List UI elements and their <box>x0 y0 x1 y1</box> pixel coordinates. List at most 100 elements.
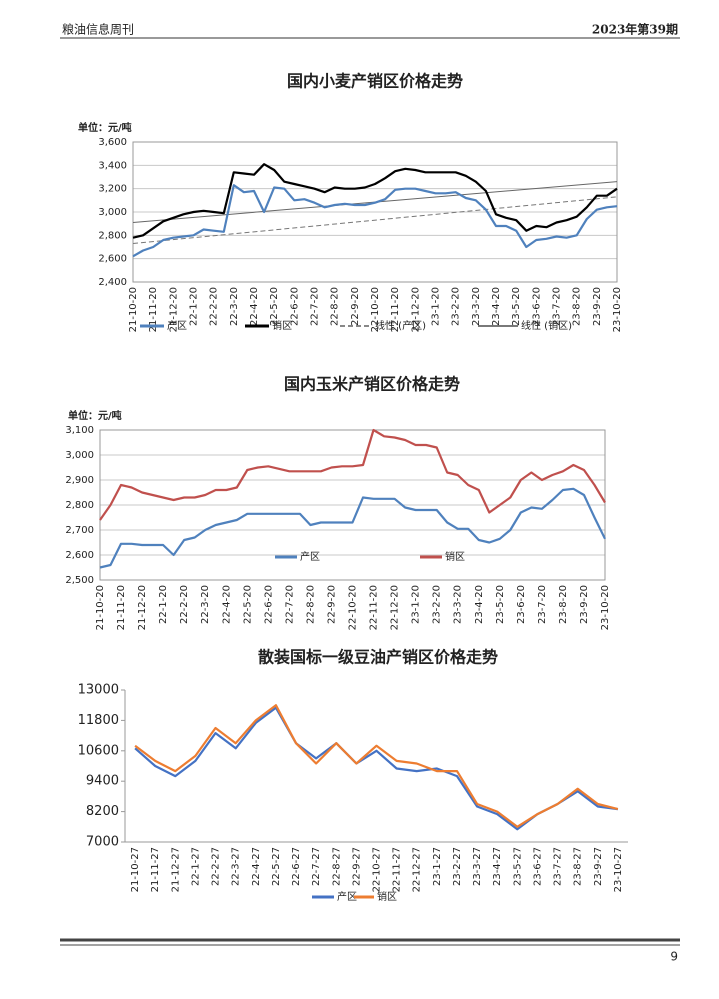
y-tick-label: 3,100 <box>65 425 94 436</box>
x-tick-label: 22-9-27 <box>351 847 362 886</box>
x-tick-label: 23-4-27 <box>492 847 503 886</box>
x-tick-label: 22-2-27 <box>211 847 222 886</box>
legend-label: 产区 <box>167 319 187 332</box>
x-tick-label: 22-3-27 <box>231 847 242 886</box>
y-tick-label: 10600 <box>78 743 119 758</box>
x-tick-label: 23-8-20 <box>572 287 583 326</box>
y-tick-label: 9400 <box>86 774 119 789</box>
x-tick-label: 21-10-20 <box>95 585 106 630</box>
y-tick-label: 8200 <box>86 804 119 819</box>
series-line <box>132 163 618 239</box>
x-tick-label: 22-11-20 <box>369 585 380 630</box>
x-tick-label: 22-8-20 <box>330 287 341 326</box>
x-tick-label: 23-7-20 <box>552 287 563 326</box>
series-line <box>132 184 618 258</box>
x-tick-label: 22-5-27 <box>271 847 282 886</box>
x-tick-label: 22-10-20 <box>370 287 381 332</box>
y-tick-label: 2,400 <box>98 277 127 288</box>
plot-border <box>132 141 618 283</box>
page-number: 9 <box>670 950 678 964</box>
y-tick-label: 13000 <box>78 683 119 698</box>
x-tick-label: 22-6-27 <box>291 847 302 886</box>
y-tick-label: 2,900 <box>65 475 94 486</box>
unit-label: 单位：元/吨 <box>68 409 122 422</box>
x-tick-label: 22-3-20 <box>229 287 240 326</box>
series-line <box>99 428 606 521</box>
x-tick-label: 22-1-20 <box>158 585 169 624</box>
y-tick-label: 3,200 <box>98 184 127 195</box>
x-tick-label: 23-3-20 <box>471 287 482 326</box>
x-tick-label: 23-1-20 <box>431 287 442 326</box>
x-tick-label: 21-11-27 <box>150 847 161 892</box>
x-tick-label: 23-7-27 <box>553 847 564 886</box>
x-tick-label: 22-7-20 <box>310 287 321 326</box>
x-tick-label: 23-7-20 <box>537 585 548 624</box>
x-tick-label: 23-1-20 <box>411 585 422 624</box>
y-tick-label: 3,400 <box>98 160 127 171</box>
series-line <box>134 704 619 828</box>
legend-label: 产区 <box>337 890 357 903</box>
y-tick-label: 2,500 <box>65 575 94 586</box>
y-tick-label: 7000 <box>86 835 119 850</box>
x-tick-label: 22-8-20 <box>305 585 316 624</box>
x-tick-label: 23-10-20 <box>612 287 623 332</box>
x-tick-label: 21-10-20 <box>128 287 139 332</box>
plot-border <box>99 429 606 581</box>
unit-label: 单位：元/吨 <box>78 121 132 134</box>
x-tick-label: 22-2-20 <box>209 287 220 326</box>
trend-line <box>132 196 618 244</box>
x-tick-label: 22-5-20 <box>242 585 253 624</box>
x-tick-label: 21-12-20 <box>168 287 179 332</box>
x-tick-label: 23-9-27 <box>593 847 604 886</box>
x-tick-label: 21-10-27 <box>130 847 141 892</box>
legend-label: 销区 <box>272 319 292 332</box>
y-tick-label: 2,700 <box>65 525 94 536</box>
x-tick-label: 23-1-27 <box>432 847 443 886</box>
legend-label: 线性 (产区) <box>375 319 426 332</box>
y-tick-label: 3,600 <box>98 137 127 148</box>
x-tick-label: 22-2-20 <box>179 585 190 624</box>
x-tick-label: 22-4-27 <box>251 847 262 886</box>
x-tick-label: 23-5-20 <box>495 585 506 624</box>
chart-title: 散装国标一级豆油产销区价格走势 <box>258 648 498 667</box>
chart-title: 国内玉米产销区价格走势 <box>284 375 460 394</box>
x-tick-label: 23-6-20 <box>531 287 542 326</box>
x-tick-label: 23-2-20 <box>451 287 462 326</box>
x-tick-label: 22-7-27 <box>311 847 322 886</box>
x-tick-label: 22-12-20 <box>410 287 421 332</box>
header-right: 2023年第39期 <box>592 22 678 37</box>
x-tick-label: 22-6-20 <box>289 287 300 326</box>
y-tick-label: 2,600 <box>98 254 127 265</box>
x-tick-label: 23-9-20 <box>592 287 603 326</box>
x-tick-label: 23-6-20 <box>516 585 527 624</box>
y-tick-label: 2,800 <box>98 230 127 241</box>
x-tick-label: 23-6-27 <box>532 847 543 886</box>
y-tick-label: 3,000 <box>65 450 94 461</box>
x-tick-label: 22-11-20 <box>390 287 401 332</box>
x-tick-label: 23-9-20 <box>579 585 590 624</box>
series-line <box>99 487 606 569</box>
x-tick-label: 22-7-20 <box>284 585 295 624</box>
x-tick-label: 22-9-20 <box>326 585 337 624</box>
y-tick-label: 2,800 <box>65 500 94 511</box>
y-tick-label: 2,600 <box>65 550 94 561</box>
x-tick-label: 22-10-20 <box>348 585 359 630</box>
x-tick-label: 23-5-27 <box>512 847 523 886</box>
legend-label: 线性 (销区) <box>521 319 572 332</box>
x-tick-label: 22-12-27 <box>412 847 423 892</box>
x-tick-label: 22-11-27 <box>392 847 403 892</box>
x-tick-label: 22-4-20 <box>249 287 260 326</box>
x-tick-label: 23-2-20 <box>432 585 443 624</box>
x-tick-label: 21-11-20 <box>148 287 159 332</box>
x-tick-label: 23-4-20 <box>491 287 502 326</box>
x-tick-label: 23-8-20 <box>558 585 569 624</box>
legend-label: 产区 <box>300 550 320 563</box>
x-tick-label: 21-12-20 <box>137 585 148 630</box>
x-tick-label: 23-3-27 <box>472 847 483 886</box>
legend-label: 销区 <box>377 890 397 903</box>
x-tick-label: 22-12-20 <box>390 585 401 630</box>
x-tick-label: 23-10-27 <box>613 847 624 892</box>
x-tick-label: 23-2-27 <box>452 847 463 886</box>
chart-title: 国内小麦产销区价格走势 <box>287 72 463 91</box>
x-tick-label: 22-9-20 <box>350 287 361 326</box>
